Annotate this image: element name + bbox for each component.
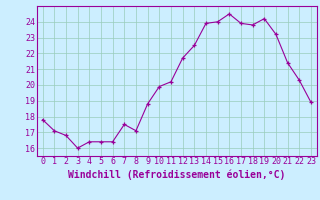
- X-axis label: Windchill (Refroidissement éolien,°C): Windchill (Refroidissement éolien,°C): [68, 169, 285, 180]
